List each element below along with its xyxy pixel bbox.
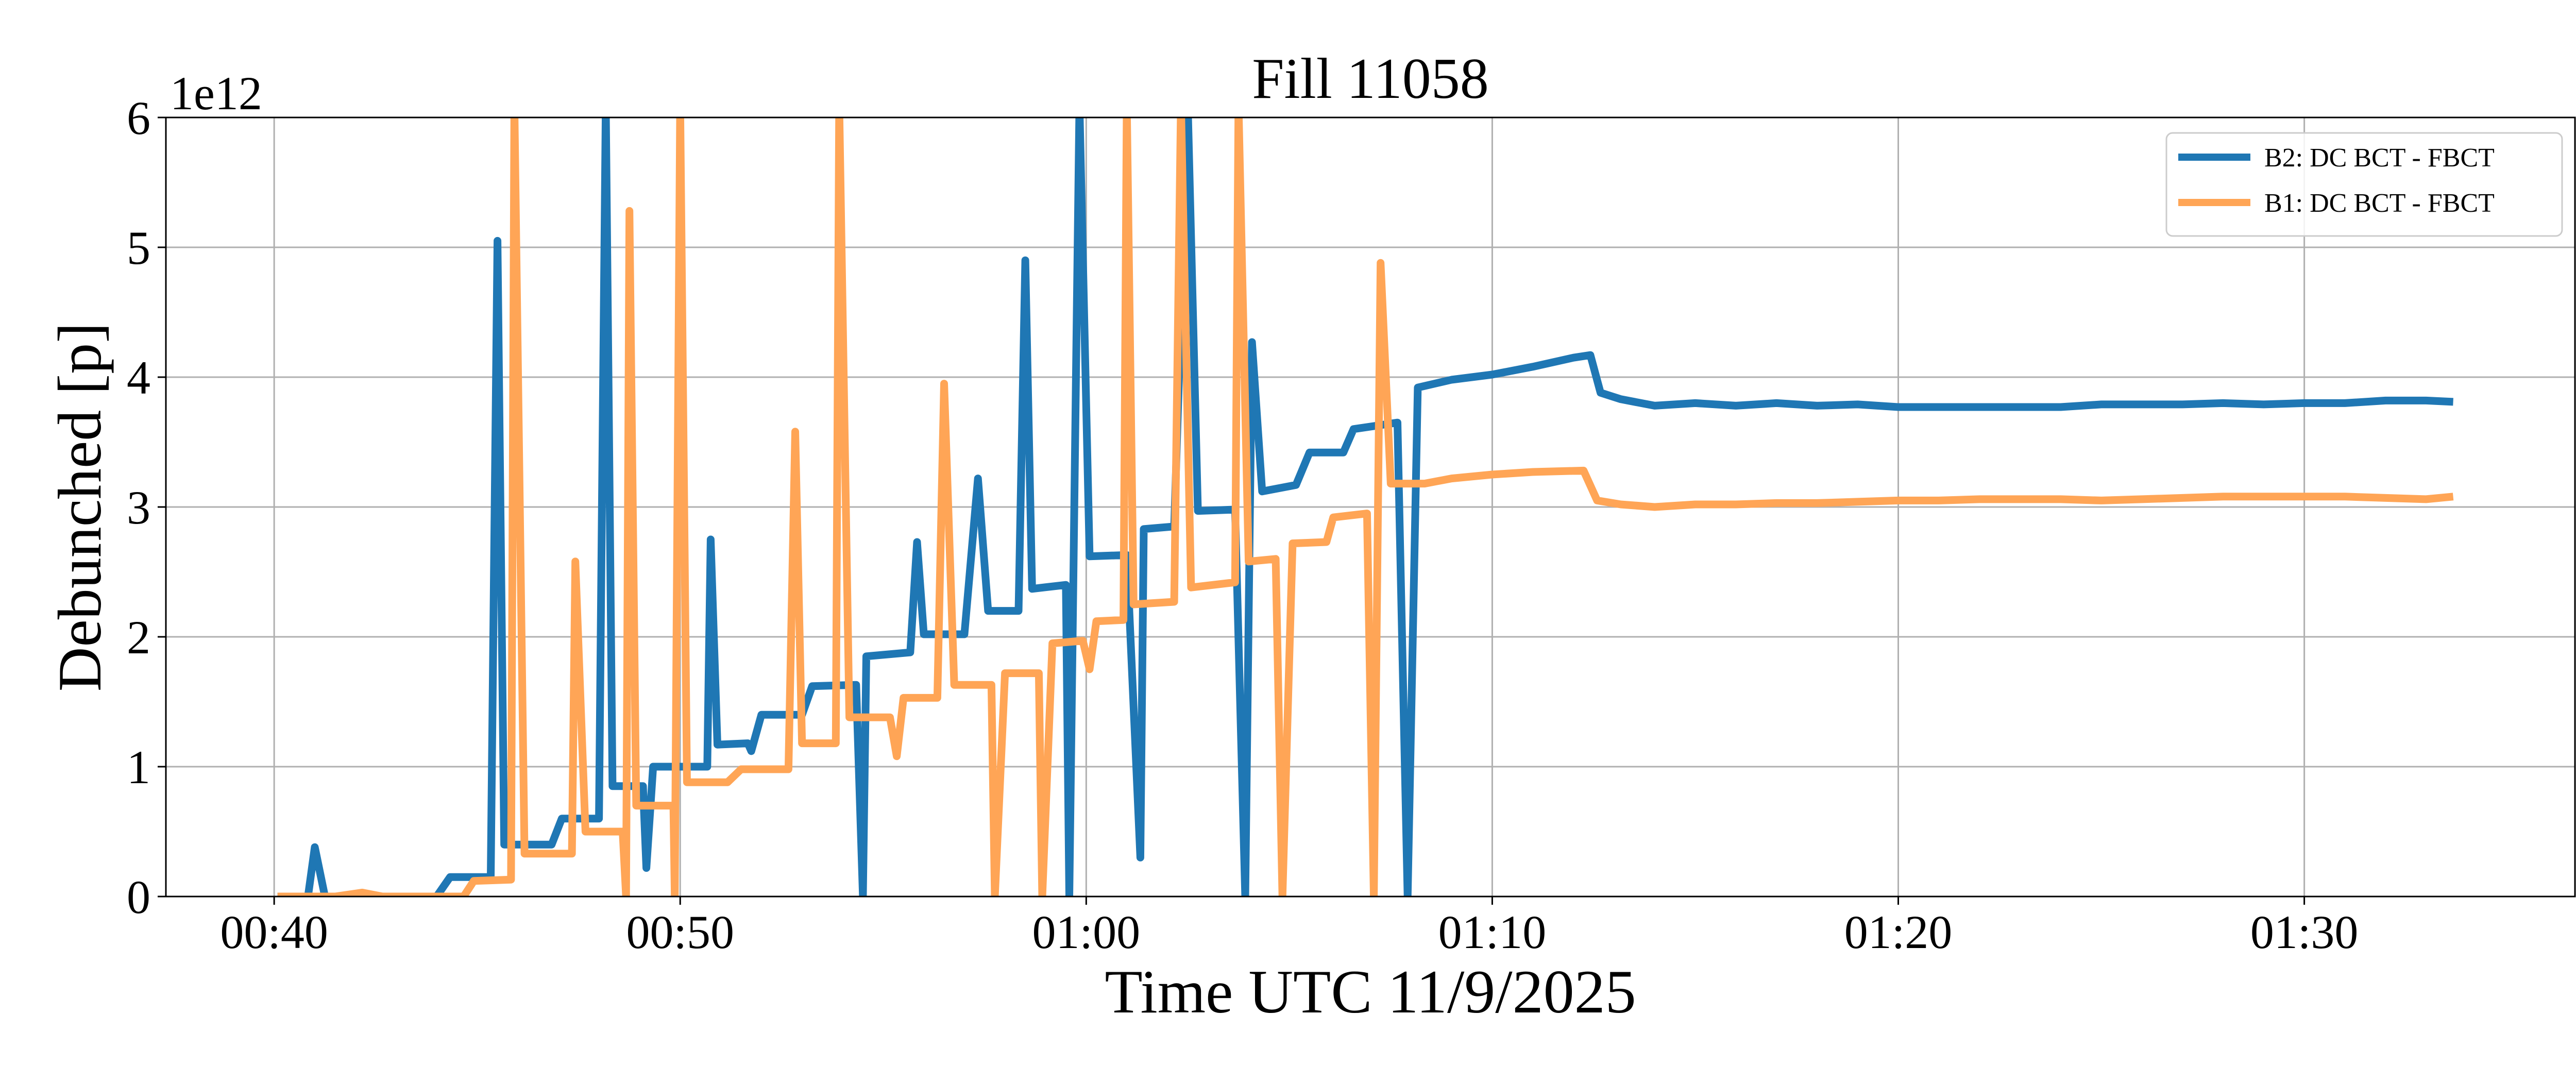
- chart-title: Fill 11058: [1252, 47, 1488, 111]
- y-axis-ticks: 0 1 2 3 4 5 6: [127, 92, 166, 923]
- x-axis-ticks: 00:40 00:50 01:00 01:10 01:20 01:30: [220, 897, 2358, 958]
- series-line-b1: [277, 117, 2454, 897]
- y-axis-offset-label: 1e12: [170, 67, 262, 120]
- x-tick-label: 00:40: [220, 906, 328, 958]
- legend: B2: DC BCT - FBCT B1: DC BCT - FBCT: [2165, 132, 2563, 237]
- series-line-b2: [277, 117, 2453, 897]
- legend-label-b2: B2: DC BCT - FBCT: [2264, 143, 2495, 173]
- x-tick-label: 01:00: [1032, 906, 1141, 958]
- legend-label-b1: B1: DC BCT - FBCT: [2264, 189, 2495, 218]
- y-tick-label: 2: [127, 611, 150, 664]
- y-tick-label: 1: [127, 741, 150, 793]
- y-tick-label: 5: [127, 222, 150, 274]
- legend-box: [2165, 132, 2563, 237]
- series-layer: [277, 117, 2454, 897]
- y-tick-label: 6: [127, 92, 150, 144]
- x-tick-label: 01:20: [1844, 906, 1953, 958]
- y-tick-label: 0: [127, 871, 150, 923]
- y-tick-label: 4: [127, 351, 150, 404]
- x-tick-label: 01:30: [2250, 906, 2359, 958]
- x-tick-label: 01:10: [1438, 906, 1547, 958]
- x-axis-label: Time UTC 11/9/2025: [1105, 957, 1636, 1026]
- y-tick-label: 3: [127, 481, 150, 534]
- y-axis-label: Debunched [p]: [45, 323, 114, 691]
- x-tick-label: 00:50: [626, 906, 734, 958]
